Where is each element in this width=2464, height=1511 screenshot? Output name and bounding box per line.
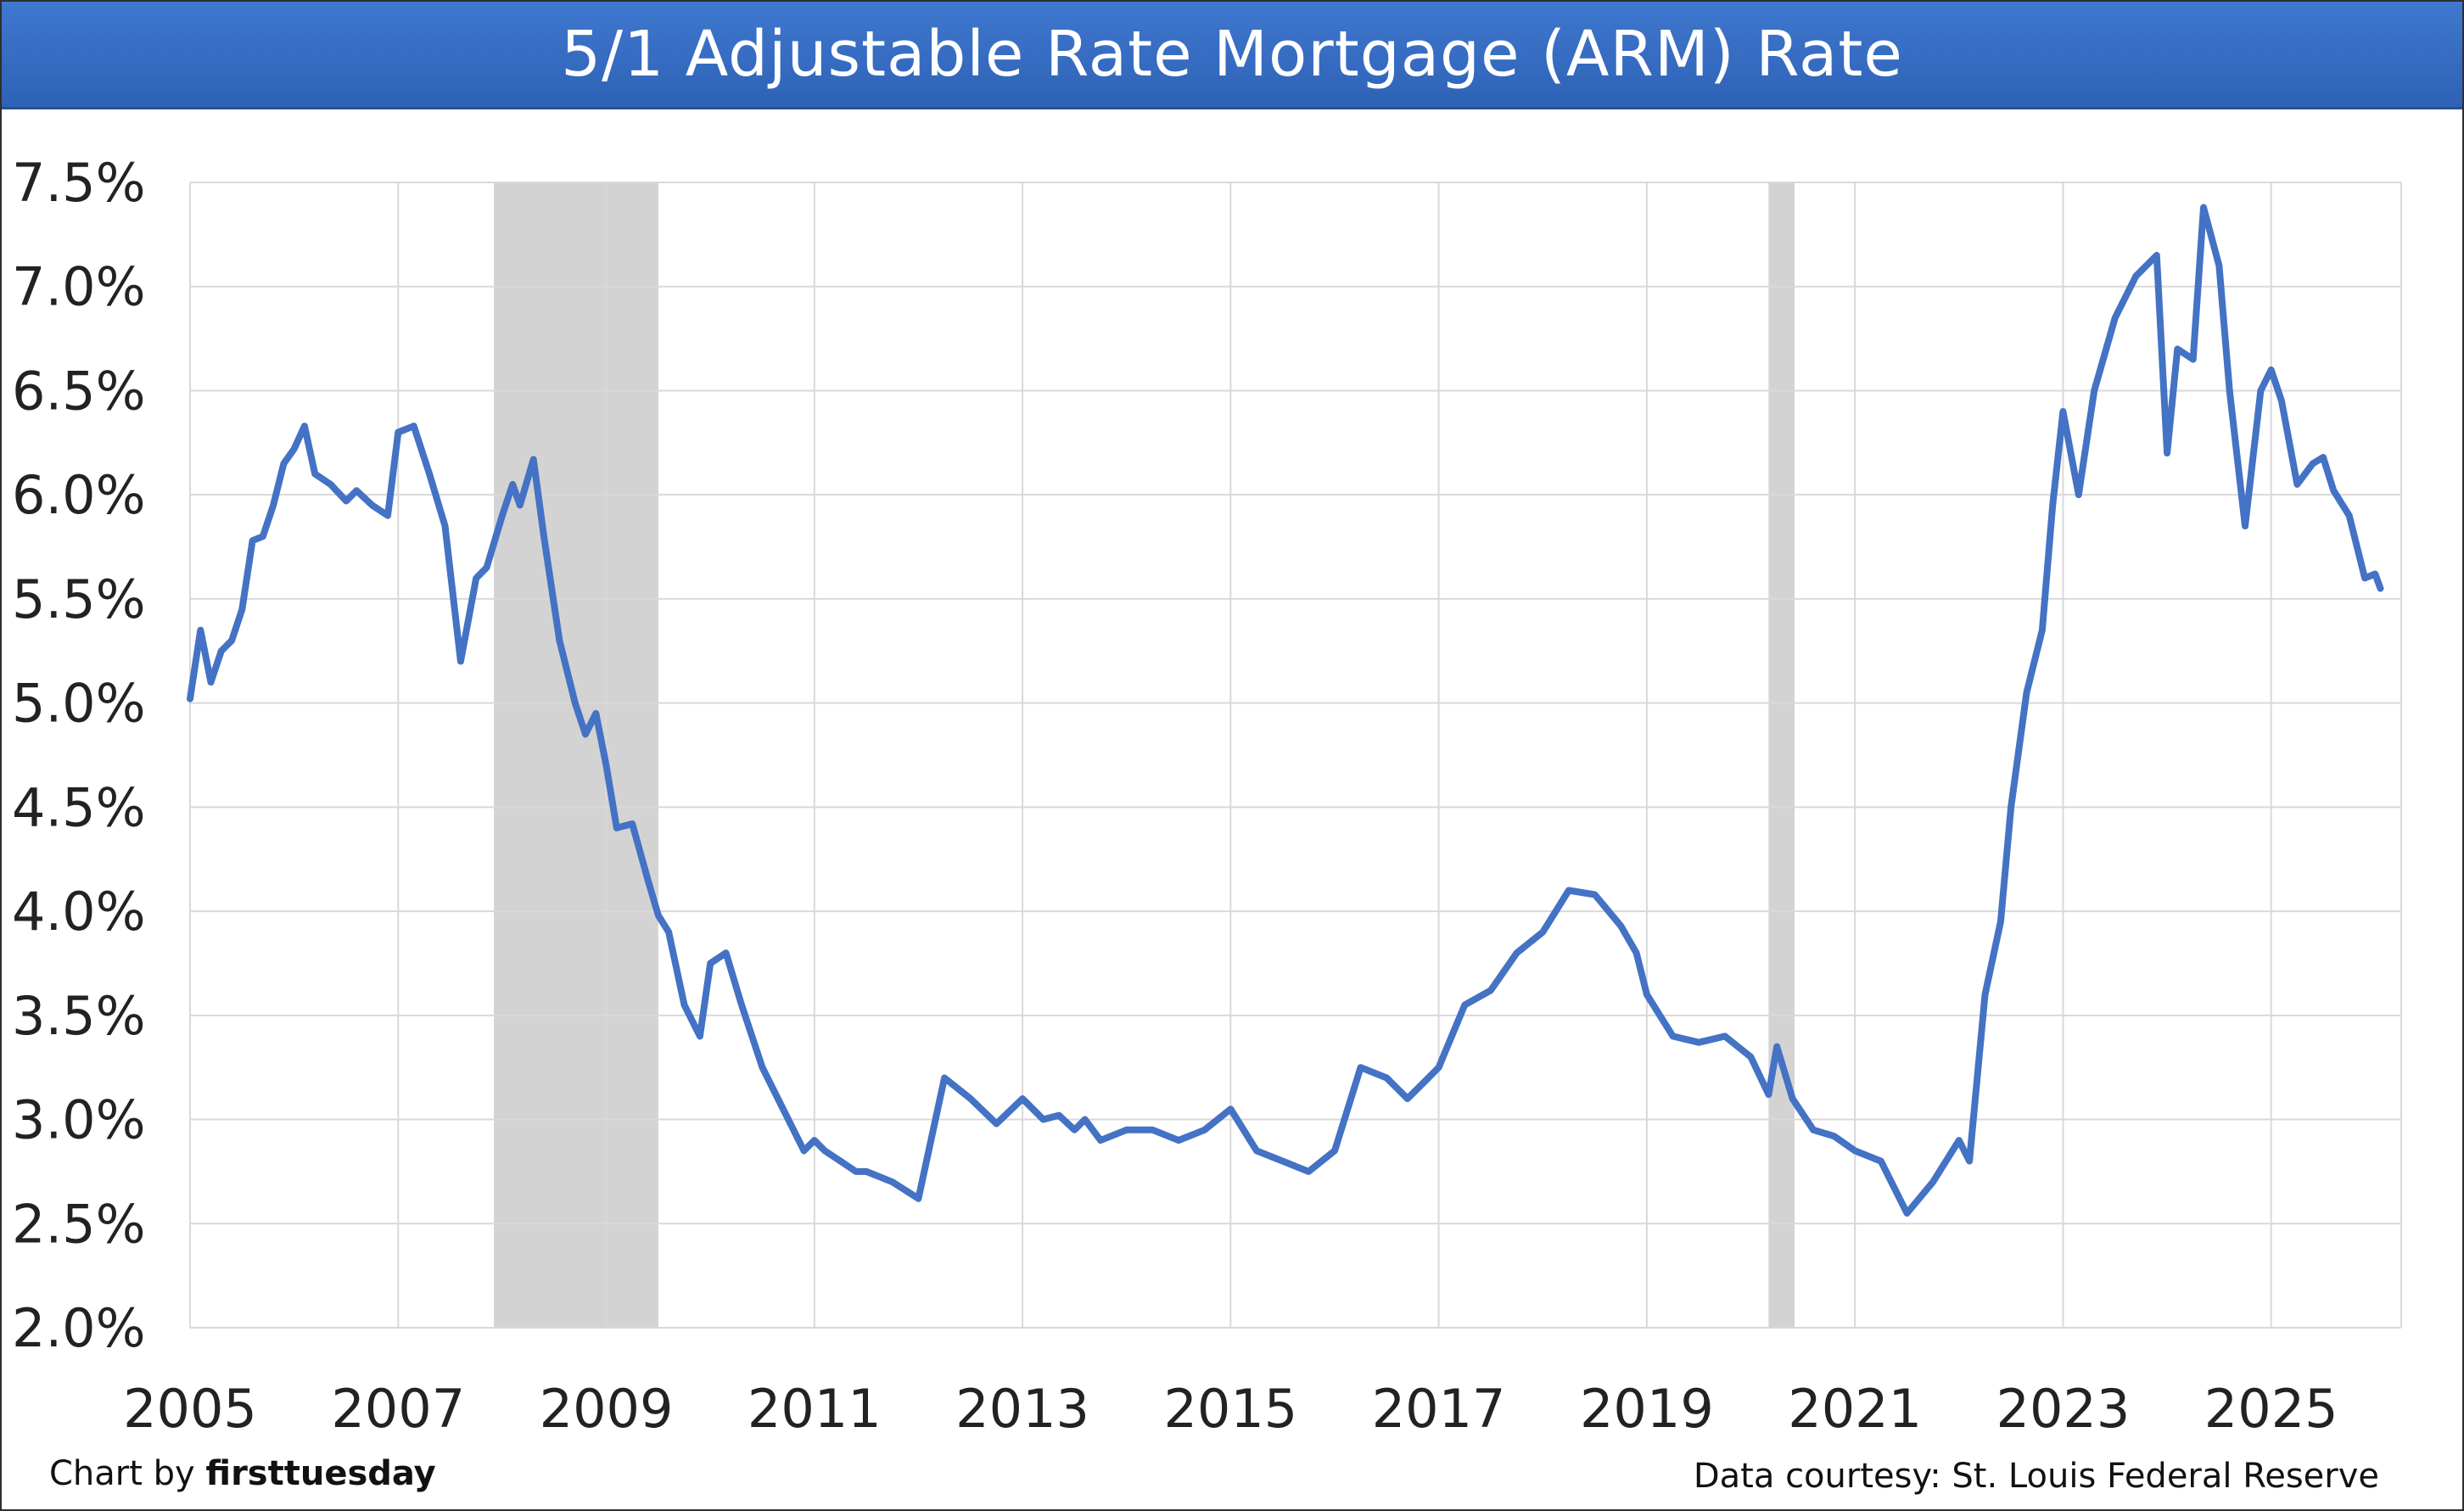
x-tick-label: 2013 <box>955 1378 1089 1440</box>
y-tick-label: 3.0% <box>12 1089 146 1151</box>
recession-band-1 <box>494 182 658 1328</box>
x-tick-label: 2025 <box>2204 1378 2338 1440</box>
y-tick-label: 6.0% <box>12 464 146 526</box>
y-tick-label: 3.5% <box>12 985 146 1047</box>
x-tick-label: 2023 <box>1996 1378 2131 1440</box>
x-tick-label: 2005 <box>123 1378 257 1440</box>
y-tick-label: 2.5% <box>12 1193 146 1255</box>
x-tick-label: 2011 <box>748 1378 882 1440</box>
x-tick-label: 2017 <box>1372 1378 1506 1440</box>
y-tick-label: 7.0% <box>12 256 146 318</box>
chart-title: 5/1 Adjustable Rate Mortgage (ARM) Rate <box>561 18 1903 91</box>
x-tick-label: 2019 <box>1580 1378 1714 1440</box>
credit-prefix: Chart by <box>49 1454 195 1493</box>
x-tick-label: 2015 <box>1163 1378 1297 1440</box>
title-bar: 5/1 Adjustable Rate Mortgage (ARM) Rate <box>2 2 2462 109</box>
x-tick-label: 2009 <box>540 1378 674 1440</box>
data-source: Data courtesy: St. Louis Federal Reserve <box>1693 1457 2379 1496</box>
y-tick-label: 4.0% <box>12 881 146 943</box>
y-tick-label: 7.5% <box>12 152 146 214</box>
credit-brand: firsttuesday <box>205 1454 436 1493</box>
y-tick-label: 2.0% <box>12 1297 146 1359</box>
x-tick-label: 2021 <box>1788 1378 1922 1440</box>
credit: Chart by firsttuesday <box>49 1454 436 1493</box>
x-tick-label: 2007 <box>331 1378 465 1440</box>
series-line-1 <box>187 204 2384 1217</box>
y-tick-label: 5.0% <box>12 673 146 735</box>
y-tick-label: 6.5% <box>12 360 146 422</box>
y-tick-label: 5.5% <box>12 568 146 630</box>
recession-band-2 <box>1768 182 1795 1328</box>
y-tick-label: 4.5% <box>12 776 146 838</box>
